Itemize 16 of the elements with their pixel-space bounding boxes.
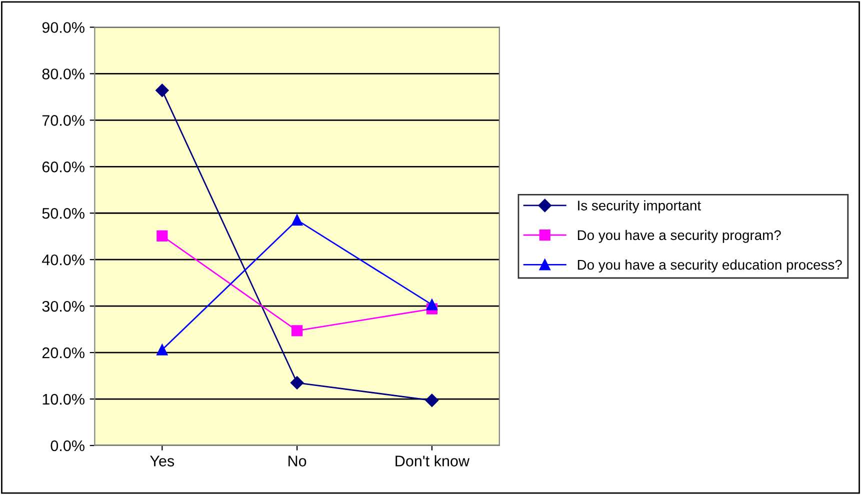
legend-label: Do you have a security education process? <box>578 260 842 272</box>
y-tick-label: 90.0% <box>42 22 84 33</box>
y-tick-label: 0.0% <box>50 440 84 452</box>
y-tick-label: 60.0% <box>42 162 84 172</box>
y-tick-label: 50.0% <box>42 208 84 219</box>
x-tick-label: Don't know <box>396 455 470 466</box>
y-tick-label: 80.0% <box>42 68 84 80</box>
y-tick-label: 40.0% <box>42 254 84 266</box>
x-tick-label: Yes <box>150 456 174 466</box>
y-tick-label: 20.0% <box>42 347 84 358</box>
legend-label: Do you have a security program? <box>578 230 781 243</box>
y-tick-label: 30.0% <box>42 300 84 312</box>
y-tick-label: 10.0% <box>42 394 84 405</box>
x-tick-label: No <box>288 456 306 466</box>
y-tick-label: 70.0% <box>42 115 84 126</box>
legend-label: Is security important <box>578 200 701 214</box>
